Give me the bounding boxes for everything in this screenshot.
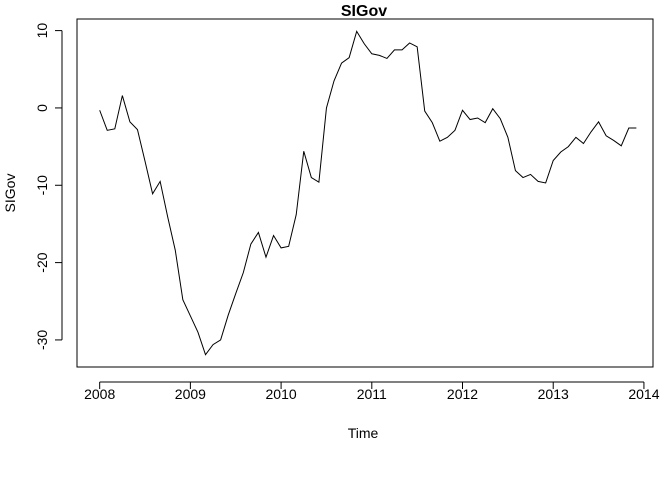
x-tick-label: 2012: [447, 386, 478, 402]
x-axis-title: Time: [348, 425, 379, 441]
series-line: [99, 30, 637, 356]
x-tick-label: 2011: [357, 386, 387, 402]
y-tick-label: -20: [34, 252, 50, 272]
x-tick-label: 2008: [84, 386, 115, 402]
y-tick-label: -30: [34, 330, 50, 350]
y-tick-label: 10: [34, 23, 50, 39]
x-axis: 2008 2009 2010 2011 2012 2013 2014: [84, 381, 660, 402]
chart-title: SIGov: [341, 3, 387, 20]
x-tick-label: 2009: [175, 386, 206, 402]
y-tick-label: -10: [34, 175, 50, 195]
y-axis-title: SIGov: [2, 174, 18, 213]
x-tick-label: 2014: [628, 386, 659, 402]
x-tick-label: 2010: [266, 386, 297, 402]
x-tick-label: 2013: [538, 386, 569, 402]
plot-frame: [76, 18, 654, 368]
y-tick-label: 0: [34, 104, 50, 112]
y-axis: 10 0 -10 -20 -30: [34, 23, 63, 350]
